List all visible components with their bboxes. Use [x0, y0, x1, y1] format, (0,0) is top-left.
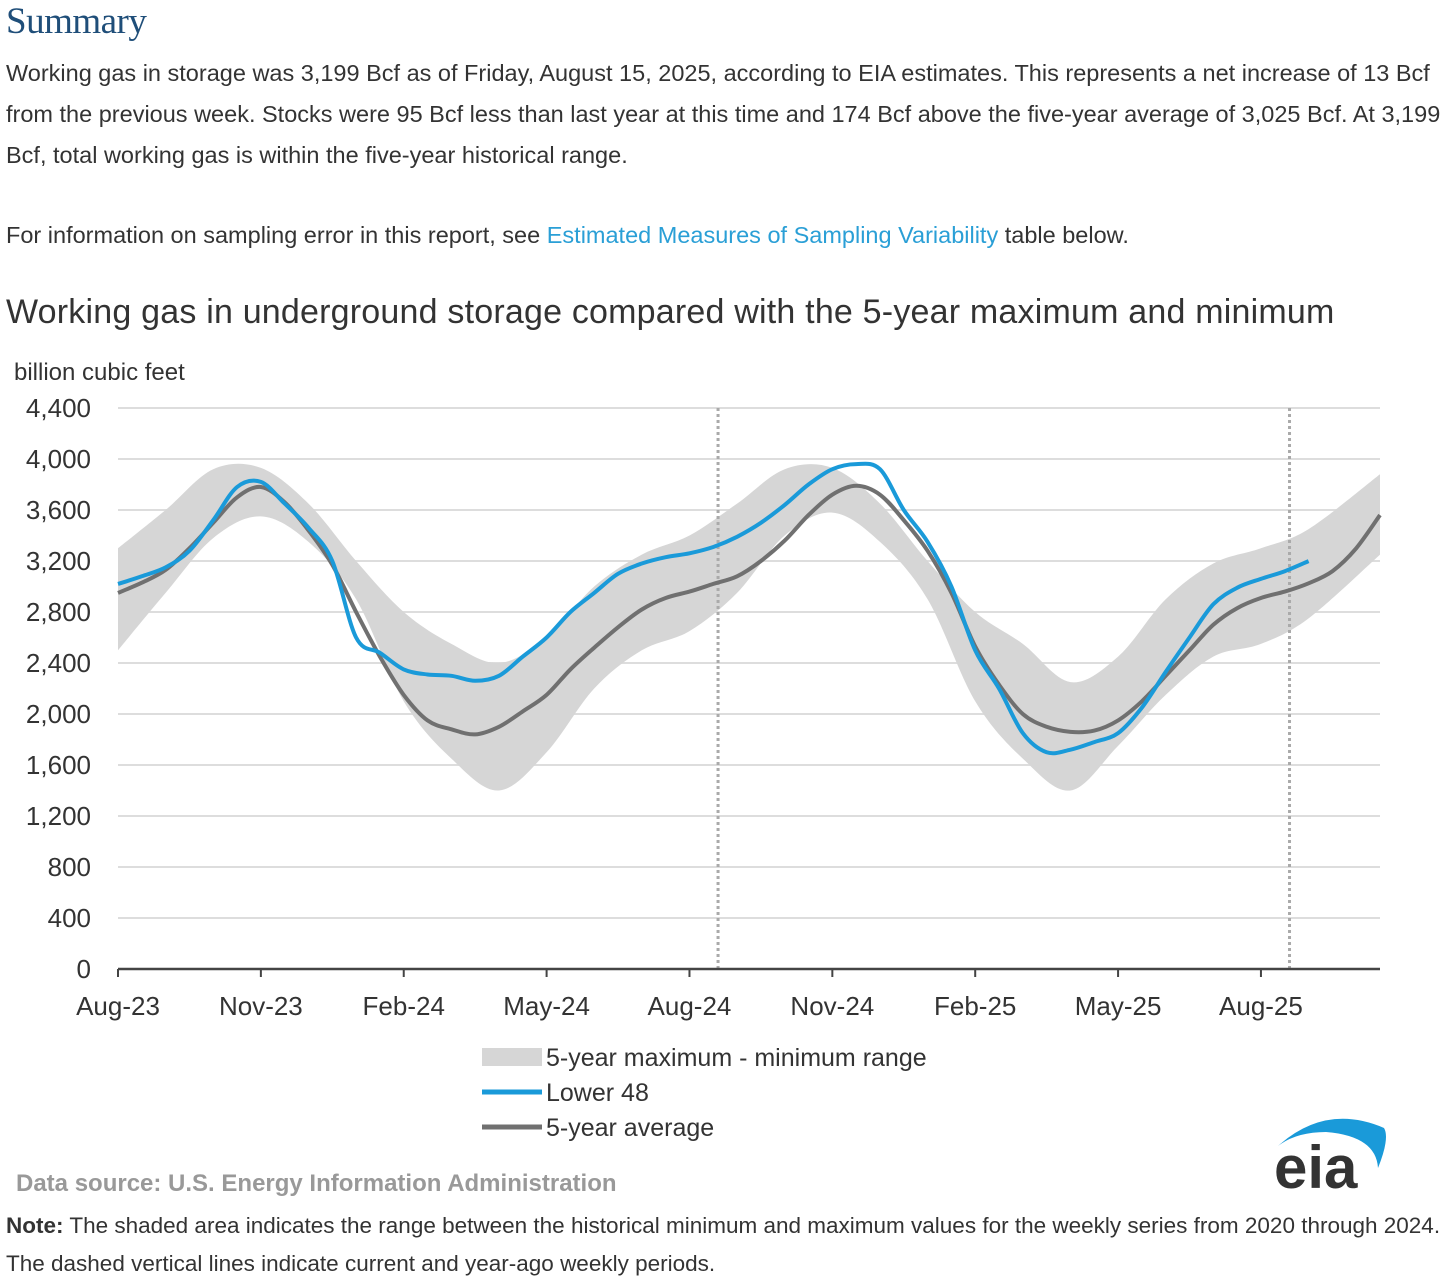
x-tick-label: Aug-25 [1219, 991, 1303, 1021]
eia-logo-text: eia [1274, 1134, 1358, 1198]
x-tick-label: Feb-25 [934, 991, 1016, 1021]
average-line [117, 483, 1382, 737]
y-tick-label: 2,800 [26, 597, 91, 627]
summary-heading: Summary [6, 1, 147, 42]
x-tick-label: Aug-24 [648, 991, 732, 1021]
y-tick-label: 3,200 [26, 546, 91, 576]
y-axis-label: billion cubic feet [14, 359, 185, 386]
y-tick-label: 1,200 [26, 801, 91, 831]
y-tick-label: 4,400 [26, 393, 91, 423]
y-tick-label: 800 [48, 852, 91, 882]
y-tick-label: 1,600 [26, 750, 91, 780]
x-tick-label: May-24 [503, 991, 590, 1021]
data-source: Data source: U.S. Energy Information Adm… [16, 1170, 617, 1197]
eia-logo-swoosh [1278, 1118, 1386, 1168]
summary-paragraph: Working gas in storage was 3,199 Bcf as … [6, 60, 1441, 168]
sampling-variability-link[interactable]: Estimated Measures of Sampling Variabili… [546, 222, 999, 248]
note-paragraph: Note: The shaded area indicates the rang… [6, 1207, 1446, 1283]
storage-chart: billion cubic feet 0 400 800 1,200 1,600 2,000… [14, 359, 1382, 1142]
x-tick-label: Aug-23 [76, 991, 160, 1021]
note-label: Note: [6, 1213, 64, 1238]
eia-logo: eia [1274, 1118, 1386, 1198]
range-band [118, 463, 1380, 791]
y-tick-label: 2,400 [26, 648, 91, 678]
legend-swatch-range [482, 1048, 542, 1066]
x-tick-label: May-25 [1075, 991, 1162, 1021]
sampling-paragraph: For information on sampling error in thi… [6, 215, 1446, 256]
x-tick-label: Nov-24 [790, 991, 874, 1021]
chart-title: Working gas in underground storage compa… [6, 293, 1335, 331]
lower48-line [117, 461, 1310, 756]
legend-label: 5-year average [546, 1114, 714, 1142]
y-tick-label: 2,000 [26, 699, 91, 729]
x-tick-label: Nov-23 [219, 991, 303, 1021]
y-tick-label: 3,600 [26, 495, 91, 525]
legend-label: 5-year maximum - minimum range [546, 1044, 927, 1072]
note-text: The shaded area indicates the range betw… [6, 1213, 1441, 1276]
sampling-text-after: table below. [998, 222, 1129, 248]
legend-label: Lower 48 [546, 1079, 649, 1107]
y-tick-label: 4,000 [26, 444, 91, 474]
x-tick-label: Feb-24 [363, 991, 445, 1021]
sampling-text-before: For information on sampling error in thi… [6, 222, 547, 248]
y-tick-label: 0 [77, 954, 91, 984]
y-tick-label: 400 [48, 903, 91, 933]
